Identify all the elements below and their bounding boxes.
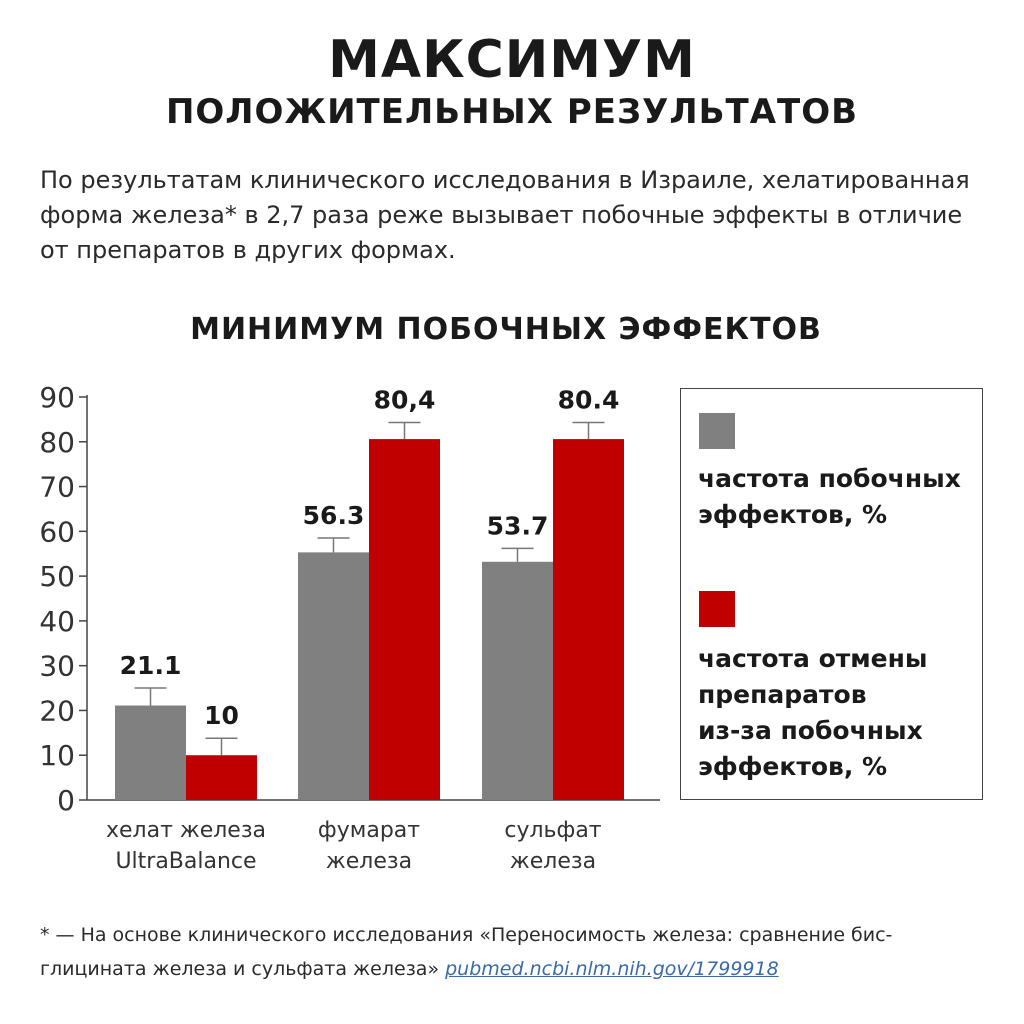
y-tick-label: 0 — [57, 784, 75, 817]
legend-label-gray: частота побочных эффектов, % — [698, 464, 961, 529]
data-label: 56.3 — [303, 501, 365, 530]
bar-withdrawal-1 — [369, 439, 440, 800]
data-label: 80.4 — [558, 386, 620, 415]
bar-side-effects-2 — [482, 561, 553, 800]
bar-withdrawal-2 — [553, 439, 624, 800]
legend-swatch-gray — [699, 413, 735, 449]
page-title: МАКСИМУМ — [328, 30, 696, 90]
category-label: UltraBalance — [115, 849, 256, 874]
y-tick-label: 30 — [39, 650, 75, 683]
footnote-text: * — На основе клинического исследования … — [40, 924, 893, 980]
legend-swatch-red — [699, 591, 735, 627]
category-label: хелат железа — [106, 818, 266, 843]
y-tick-label: 40 — [39, 605, 75, 638]
y-tick-label: 50 — [39, 560, 75, 593]
y-tick-label: 20 — [39, 694, 75, 727]
category-label: сульфат — [504, 818, 601, 843]
data-label: 53.7 — [487, 511, 549, 540]
chart-title: МИНИМУМ ПОБОЧНЫХ ЭФФЕКТОВ — [190, 312, 822, 347]
y-tick-label: 10 — [39, 739, 75, 772]
category-label: железа — [326, 849, 412, 874]
page-subtitle: ПОЛОЖИТЕЛЬНЫХ РЕЗУЛЬТАТОВ — [165, 92, 859, 132]
bar-side-effects-0 — [115, 705, 186, 800]
data-label: 80,4 — [374, 386, 436, 415]
y-tick-label: 80 — [39, 426, 75, 459]
data-label: 10 — [204, 701, 239, 730]
footnote: * — На основе клинического исследования … — [40, 918, 990, 986]
bar-chart: 0 10 20 30 40 50 60 70 80 90 21.1 56.3 53.7 10 80,4 80.… — [39, 381, 660, 874]
data-label: 21.1 — [120, 651, 182, 680]
y-tick-label: 70 — [39, 471, 75, 504]
bar-withdrawal-0 — [186, 755, 257, 800]
y-tick-label: 90 — [39, 381, 75, 414]
pubmed-link[interactable]: pubmed.ncbi.nlm.nih.gov/1799918 — [445, 958, 779, 980]
category-label: фумарат — [318, 818, 420, 843]
bar-side-effects-1 — [298, 552, 369, 800]
category-label: железа — [510, 849, 596, 874]
legend-label-red: частота отмены препаратов из-за побочных… — [698, 644, 928, 781]
legend: частота побочных эффектов, % частота отм… — [680, 388, 983, 800]
y-tick-label: 60 — [39, 515, 75, 548]
intro-paragraph: По результатам клинического исследования… — [40, 166, 970, 264]
